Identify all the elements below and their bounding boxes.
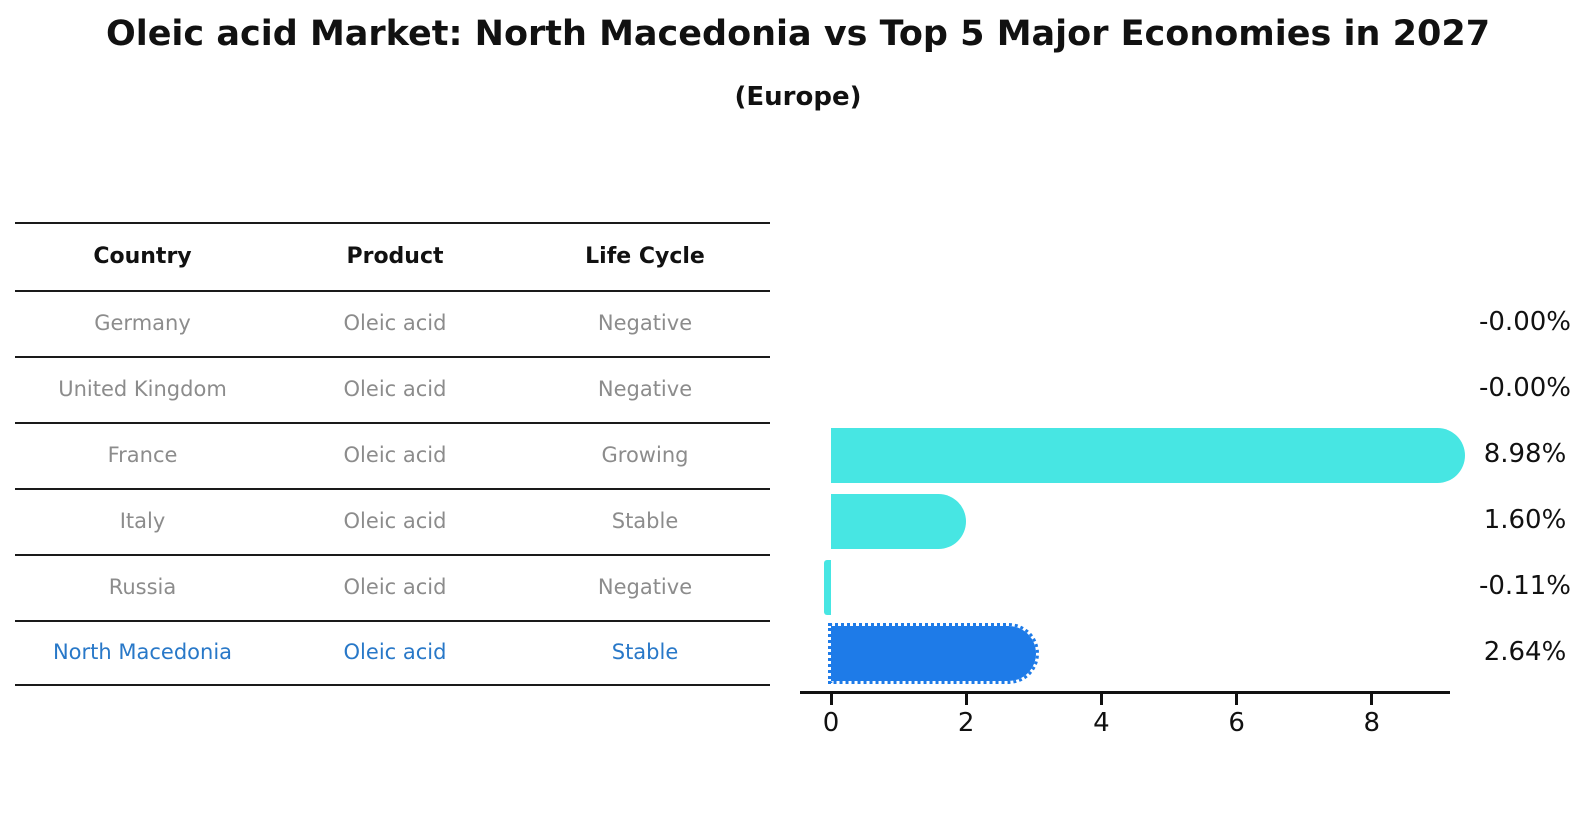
bar-value-label: 1.60% <box>1483 505 1567 535</box>
cell-product: Oleic acid <box>343 509 447 534</box>
table-header-country: Country <box>93 243 192 269</box>
bar-value-label: 2.64% <box>1483 637 1567 667</box>
table-row: North Macedonia Oleic acid Stable <box>15 620 770 686</box>
cell-life-cycle: Negative <box>597 377 693 402</box>
table-header-row: Country Product Life Cycle <box>15 222 770 290</box>
table-row: Germany Oleic acid Negative <box>15 290 770 356</box>
table-row: United Kingdom Oleic acid Negative <box>15 356 770 422</box>
cell-country: Germany <box>94 311 191 336</box>
bar-value-label: 8.98% <box>1483 439 1567 469</box>
cell-product: Oleic acid <box>343 575 447 600</box>
cell-life-cycle: Negative <box>597 311 693 336</box>
x-axis-tick <box>1099 694 1103 705</box>
bar-value-label: -0.00% <box>1479 307 1571 337</box>
table-header-life-cycle: Life Cycle <box>585 243 705 269</box>
bar-value-label: -0.11% <box>1479 571 1571 601</box>
x-axis-tick <box>1370 694 1374 705</box>
x-axis-line <box>800 691 1450 694</box>
x-axis-tick-label: 4 <box>1093 708 1110 738</box>
x-axis-tick-label: 2 <box>957 708 975 738</box>
page-subtitle: (Europe) <box>734 82 862 112</box>
country-info-table: Country Product Life Cycle Germany Oleic aci… <box>15 222 770 686</box>
cell-life-cycle: Negative <box>597 575 693 600</box>
cell-product: Oleic acid <box>343 311 447 336</box>
x-axis-tick <box>964 694 968 705</box>
cell-country: United Kingdom <box>58 377 227 402</box>
bar-italy <box>831 493 967 549</box>
cell-country: Italy <box>119 509 166 534</box>
x-axis-tick <box>1235 694 1239 705</box>
bar-north-macedonia <box>828 622 1040 684</box>
page-title: Oleic acid Market: North Macedonia vs To… <box>105 14 1491 54</box>
table-row: Russia Oleic acid Negative <box>15 554 770 620</box>
cell-product: Oleic acid <box>343 443 447 468</box>
table-header-product: Product <box>346 243 444 269</box>
cell-country: North Macedonia <box>52 640 233 665</box>
cell-country: France <box>107 443 178 468</box>
cell-life-cycle: Stable <box>611 640 679 665</box>
bar-france <box>831 427 1466 483</box>
x-axis-tick-label: 6 <box>1228 708 1245 738</box>
x-axis-tick-label: 8 <box>1363 708 1381 738</box>
cell-country: Russia <box>108 575 177 600</box>
cell-life-cycle: Stable <box>611 509 679 534</box>
table-row: Italy Oleic acid Stable <box>15 488 770 554</box>
bar-value-label: -0.00% <box>1479 373 1571 403</box>
table-row: France Oleic acid Growing <box>15 422 770 488</box>
bar-russia <box>823 559 831 615</box>
x-axis-tick-label: 0 <box>822 708 840 738</box>
cell-product: Oleic acid <box>343 377 447 402</box>
cell-life-cycle: Growing <box>601 443 689 468</box>
cell-product: Oleic acid <box>343 640 447 665</box>
x-axis-tick <box>829 694 833 705</box>
